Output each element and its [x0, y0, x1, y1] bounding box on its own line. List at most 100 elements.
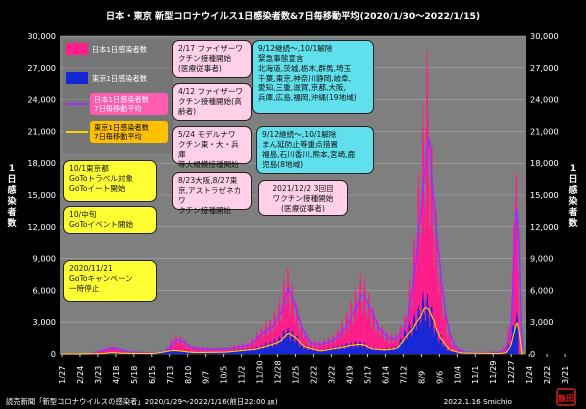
bar-japan-daily: [309, 343, 310, 354]
bar-tokyo-daily: [441, 338, 443, 354]
bar-japan-daily: [189, 344, 190, 354]
bar-japan-daily: [184, 339, 186, 354]
bar-japan-daily: [287, 268, 289, 354]
bar-tokyo-daily: [447, 350, 448, 354]
bar-japan-daily: [395, 334, 397, 354]
bar-tokyo-daily: [315, 349, 317, 354]
bar-japan-daily: [243, 344, 245, 354]
y-axis-label-char: 感: [7, 184, 16, 196]
bar-tokyo-daily: [450, 350, 452, 354]
bar-tokyo-daily: [286, 332, 288, 354]
bar-tokyo-daily: [456, 352, 458, 354]
bar-japan-daily: [169, 344, 171, 354]
bar-tokyo-daily: [245, 350, 247, 354]
bar-tokyo-daily: [232, 352, 233, 354]
bar-japan-daily: [223, 348, 225, 354]
tokyo-7day-average-line: [62, 307, 524, 355]
y-tick-label-right: 24,000: [530, 95, 559, 105]
bar-tokyo-daily: [273, 340, 275, 354]
bar-tokyo-daily: [258, 349, 260, 354]
bar-japan-daily: [219, 349, 221, 354]
bar-tokyo-daily: [160, 352, 162, 354]
bar-tokyo-daily: [366, 349, 368, 354]
bar-tokyo-daily: [242, 349, 244, 354]
bar-japan-daily: [224, 347, 226, 354]
bar-japan-daily: [252, 338, 254, 354]
bar-japan-daily: [387, 335, 389, 354]
bar-japan-daily: [353, 324, 355, 354]
bar-tokyo-daily: [215, 351, 217, 354]
y-axis-left: 0 3,000 6,000 9,000 12,000 15,000 18,000 21,000…: [27, 31, 56, 359]
bar-tokyo-daily: [361, 347, 363, 354]
bar-tokyo-daily: [432, 328, 434, 354]
y-tick-label-right: 12,000: [530, 222, 559, 232]
bar-tokyo-daily: [415, 329, 417, 354]
bar-japan-daily: [341, 322, 343, 354]
bar-japan-daily: [249, 347, 251, 354]
bar-japan-daily: [436, 211, 437, 354]
x-tick-label: 4/19: [344, 366, 354, 384]
y-tick-label-right: 9,000: [530, 254, 553, 264]
y-axis-right: 0 3,000 6,000 9,000 12,000 15,000 18,000 21,000…: [530, 31, 559, 359]
bar-tokyo-daily: [196, 352, 198, 354]
bar-japan-daily: [112, 346, 113, 354]
y-tick-label-right: 3,000: [530, 317, 553, 327]
bar-tokyo-daily: [381, 348, 383, 354]
bar-tokyo-daily: [382, 348, 384, 354]
bar-japan-daily: [190, 348, 192, 354]
bar-tokyo-daily: [177, 352, 179, 354]
bar-tokyo-daily: [387, 348, 389, 354]
bar-tokyo-daily: [511, 336, 513, 354]
bar-japan-daily: [101, 351, 103, 354]
bar-tokyo-daily: [109, 352, 111, 354]
bar-tokyo-daily: [181, 351, 183, 354]
y-tick-label-left: 24,000: [27, 95, 56, 105]
bar-japan-daily: [293, 297, 294, 354]
bar-japan-daily: [441, 283, 443, 354]
bar-tokyo-daily: [382, 349, 384, 354]
y-tick-label-right: 6,000: [530, 285, 553, 295]
bar-japan-daily: [296, 307, 298, 354]
bar-tokyo-daily: [192, 352, 194, 354]
bar-tokyo-daily: [171, 348, 172, 354]
bar-tokyo-daily: [370, 350, 372, 354]
bar-japan-daily: [300, 321, 302, 354]
bar-tokyo-daily: [349, 345, 351, 354]
bar-japan-daily: [240, 348, 242, 354]
seal-stamp-text: 飯田: [557, 393, 574, 403]
bar-japan-daily: [269, 319, 271, 354]
bar-tokyo-daily: [265, 342, 267, 354]
bar-tokyo-daily: [390, 347, 392, 354]
bar-japan-daily: [285, 304, 287, 354]
bar-tokyo-daily: [409, 327, 411, 354]
bar-japan-daily: [384, 342, 386, 354]
bar-tokyo-daily: [436, 331, 438, 354]
bar-japan-daily: [261, 330, 263, 354]
bar-japan-daily: [432, 181, 434, 354]
bar-japan-daily: [124, 351, 126, 354]
bar-japan-daily: [364, 279, 366, 354]
bar-japan-daily: [346, 311, 348, 354]
bar-japan-daily: [319, 342, 321, 354]
bar-japan-daily: [235, 349, 237, 354]
bar-tokyo-daily: [293, 335, 294, 354]
goto-pause-box: 2020/11/21 GoToキャンペーン 一時停止: [63, 260, 157, 302]
bar-tokyo-daily: [249, 350, 251, 354]
bar-japan-daily: [304, 335, 306, 354]
bar-tokyo-daily: [184, 350, 186, 354]
bar-tokyo-daily: [392, 349, 394, 354]
bar-tokyo-daily: [174, 349, 176, 354]
bar-japan-daily: [312, 347, 314, 354]
bar-tokyo-daily: [400, 338, 402, 354]
bar-japan-daily: [387, 341, 389, 354]
y-tick-label-left: 21,000: [27, 126, 56, 136]
bar-japan-daily: [359, 270, 361, 354]
bar-japan-daily: [269, 319, 271, 354]
bar-japan-daily: [242, 344, 244, 354]
bar-japan-daily: [112, 346, 114, 354]
bar-japan-daily: [386, 332, 387, 354]
bar-japan-daily: [173, 344, 175, 354]
bar-japan-daily: [356, 307, 358, 354]
y-axis-label-char: 染: [567, 195, 578, 207]
bar-japan-daily: [247, 342, 249, 354]
